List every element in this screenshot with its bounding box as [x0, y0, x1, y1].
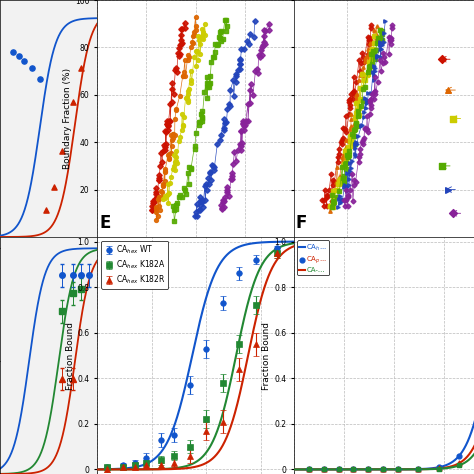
Point [394, 465, 401, 473]
Point [438, 162, 446, 170]
Point [69, 98, 77, 105]
Point [335, 465, 343, 473]
Text: F: F [296, 214, 307, 232]
Point [28, 64, 36, 72]
Point [335, 465, 343, 473]
Point [414, 465, 421, 473]
Point [394, 465, 401, 473]
Point [414, 465, 421, 473]
Text: E: E [99, 214, 110, 232]
Point [320, 465, 328, 473]
Y-axis label: Fraction Bound: Fraction Bound [65, 321, 74, 390]
Point [77, 64, 85, 72]
Point [438, 55, 446, 63]
Point [435, 465, 443, 472]
Point [449, 115, 456, 122]
Point [364, 465, 372, 473]
Point [364, 465, 372, 473]
Point [414, 465, 421, 473]
Point [444, 86, 451, 94]
Point [305, 465, 313, 473]
Point [335, 465, 343, 473]
Point [50, 183, 58, 191]
Point [15, 53, 23, 60]
Point [42, 206, 50, 214]
X-axis label: Sedimentation Coefficient: Sedimentation Coefficient [141, 255, 250, 264]
X-axis label: Sedimentation Coefficient: Sedimentation Coefficient [334, 255, 434, 264]
Point [379, 465, 387, 473]
Point [455, 462, 463, 469]
Point [435, 464, 443, 471]
Y-axis label: Fraction Bound: Fraction Bound [262, 321, 271, 390]
Point [20, 57, 28, 65]
Legend: CA$_{h}$..., CA$_{p}$..., CA-...: CA$_{h}$..., CA$_{p}$..., CA-... [297, 240, 329, 275]
X-axis label: uM: uM [43, 252, 54, 258]
Point [455, 459, 463, 467]
Point [349, 465, 356, 473]
Point [320, 465, 328, 473]
Point [444, 186, 451, 193]
Point [9, 48, 17, 56]
Point [379, 465, 387, 473]
Point [305, 465, 313, 473]
Legend: CA$_{hex}$ WT, CA$_{hex}$ K182A, CA$_{hex}$ K182R: CA$_{hex}$ WT, CA$_{hex}$ K182A, CA$_{he… [101, 241, 168, 289]
Point [435, 465, 443, 473]
Point [379, 465, 387, 473]
Point [364, 465, 372, 473]
Point [320, 465, 328, 473]
Point [305, 465, 313, 473]
Point [394, 465, 401, 473]
Point [58, 147, 66, 155]
Text: 2: 2 [272, 246, 277, 255]
Point [36, 75, 44, 83]
Point [449, 210, 456, 217]
Point [455, 452, 463, 460]
Point [349, 465, 356, 473]
Y-axis label: Boundary Fraction (%): Boundary Fraction (%) [63, 68, 72, 169]
Point [349, 465, 356, 473]
